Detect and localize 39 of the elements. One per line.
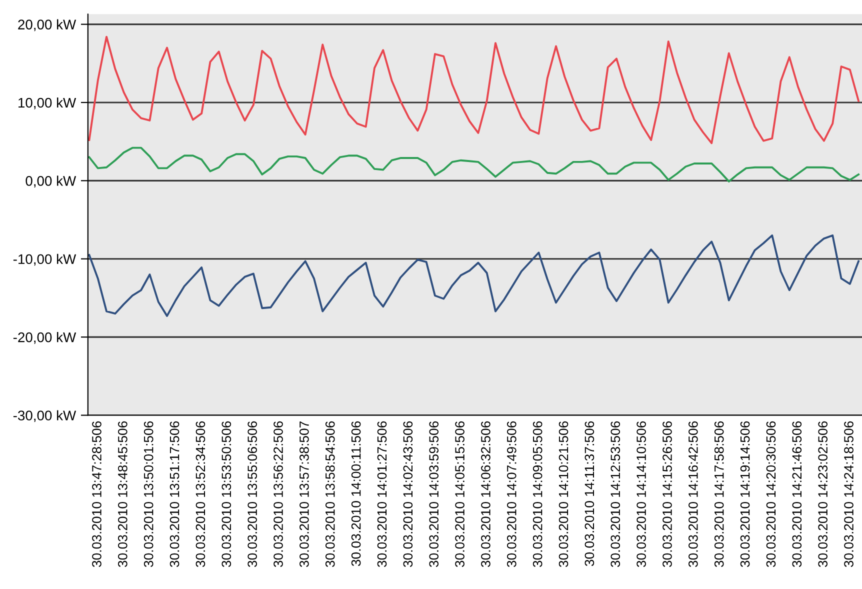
x-tick-label: 30.03.2010 13:51:17:506 — [170, 421, 180, 568]
x-tick-label: 30.03.2010 13:52:34:506 — [196, 421, 206, 568]
y-tick-label: 20,00 kW — [18, 19, 76, 32]
x-tick-label: 30.03.2010 13:56:22:506 — [274, 421, 283, 568]
x-tick-label: 30.03.2010 14:05:15:506 — [455, 421, 464, 568]
y-tick-label: 10,00 kW — [18, 97, 76, 110]
y-tick-label: -30,00 kW — [13, 410, 76, 422]
x-tick-label: 30.03.2010 13:53:50:506 — [222, 421, 232, 568]
x-tick-label: 30.03.2010 14:19:14:506 — [740, 421, 750, 568]
y-tick-label: -20,00 kW — [13, 332, 76, 344]
x-tick-label: 30.03.2010 13:47:28:506 — [92, 421, 102, 568]
y-tick-label: -10,00 kW — [13, 254, 76, 266]
x-tick-label: 30.03.2010 14:09:05:506 — [532, 421, 542, 568]
x-tick-label: 30.03.2010 14:02:43:506 — [403, 421, 413, 568]
x-tick-label: 30.03.2010 14:06:32:506 — [481, 421, 490, 568]
x-tick-label: 30.03.2010 14:07:49:506 — [506, 421, 516, 568]
x-tick-label: 30.03.2010 13:48:45:506 — [118, 421, 128, 568]
x-tick-label: 30.03.2010 14:03:59:506 — [429, 421, 439, 568]
x-tick-label: 30.03.2010 14:20:30:506 — [766, 421, 776, 568]
x-tick-label: 30.03.2010 14:01:27:506 — [377, 421, 387, 568]
x-tick-label: 30.03.2010 14:12:53:506 — [610, 421, 620, 568]
x-tick-label: 30.03.2010 13:58:54:506 — [325, 421, 335, 568]
x-tick-label: 30.03.2010 14:15:26:506 — [662, 421, 672, 568]
line-series — [88, 36, 860, 144]
x-tick-label: 30.03.2010 14:21:46:506 — [792, 421, 802, 568]
x-tick-label: 30.03.2010 14:00:11:506 — [351, 421, 361, 566]
x-tick-label: 30.03.2010 14:17:58:506 — [714, 421, 724, 568]
x-tick-label: 30.03.2010 14:16:42:506 — [688, 421, 698, 568]
x-tick-label: 30.03.2010 14:24:18:506 — [844, 421, 854, 568]
x-tick-label: 30.03.2010 14:14:10:506 — [636, 421, 646, 568]
x-tick-label: 30.03.2010 13:55:06:506 — [248, 421, 257, 568]
x-tick-label: 30.03.2010 13:57:38:507 — [300, 421, 309, 568]
line-series — [88, 146, 860, 182]
y-tick-label: 0,00 kW — [26, 176, 76, 188]
x-tick-label: 30.03.2010 14:10:21:506 — [558, 421, 568, 568]
x-tick-label: 30.03.2010 14:23:02:506 — [818, 421, 828, 568]
line-series — [88, 234, 860, 317]
x-tick-label: 30.03.2010 13:50:01:506 — [144, 421, 154, 568]
x-tick-label: 30.03.2010 14:11:37:506 — [584, 421, 594, 566]
